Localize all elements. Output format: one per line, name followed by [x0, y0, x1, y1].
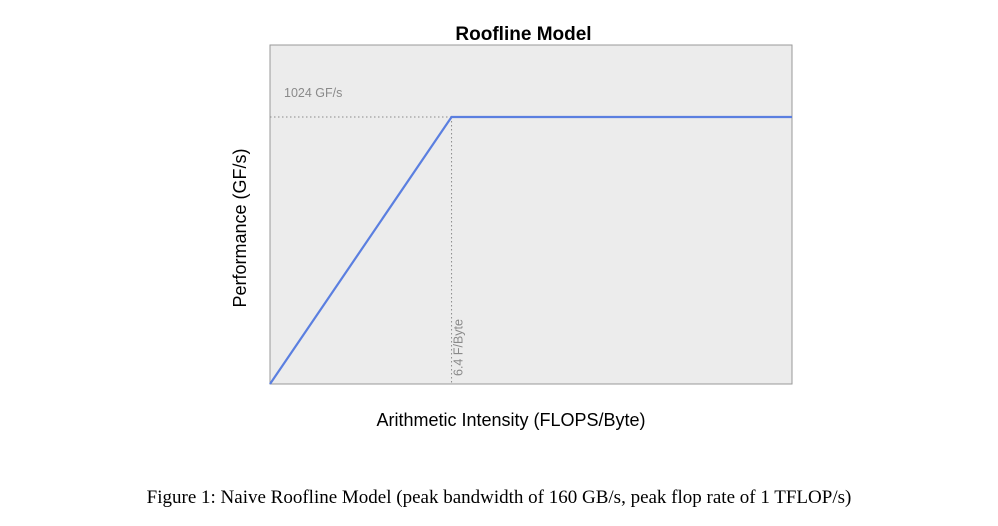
figure-caption: Figure 1: Naive Roofline Model (peak ban… [146, 487, 852, 508]
roofline-chart: Roofline Model 1024 GF/s 6.4 F/Byte Arit… [230, 24, 793, 430]
ridge-point-label: 6.4 F/Byte [452, 319, 466, 376]
x-axis-label: Arithmetic Intensity (FLOPS/Byte) [376, 410, 645, 430]
plot-area [269, 44, 793, 385]
y-axis-label: Performance (GF/s) [230, 148, 250, 307]
peak-performance-label: 1024 GF/s [284, 86, 342, 100]
chart-title: Roofline Model [455, 24, 591, 45]
roofline-series-line [269, 115, 792, 385]
